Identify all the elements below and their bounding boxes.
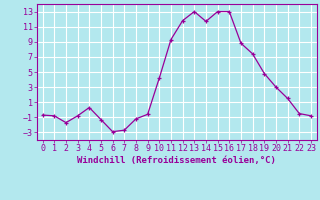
- X-axis label: Windchill (Refroidissement éolien,°C): Windchill (Refroidissement éolien,°C): [77, 156, 276, 165]
